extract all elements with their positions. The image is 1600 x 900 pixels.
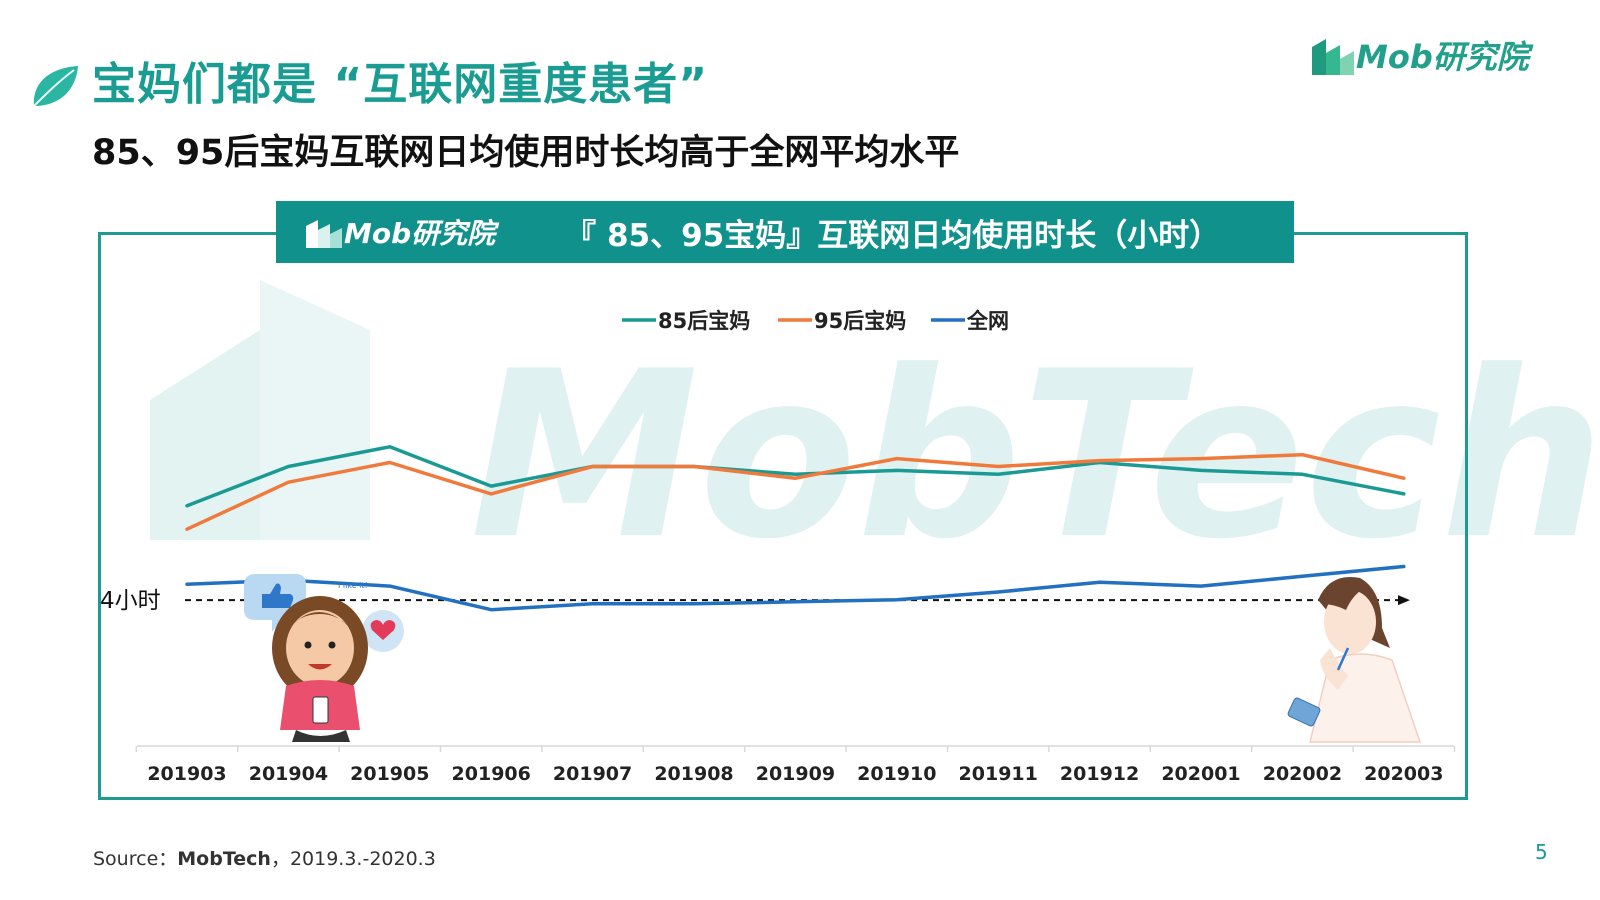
x-tick-label: 201907 (553, 763, 632, 785)
like-icon (262, 594, 270, 608)
watermark-block (260, 280, 370, 540)
girl-eye (328, 641, 336, 649)
girl-fringe (286, 612, 354, 632)
heart-icon (370, 620, 396, 640)
x-tick-label: 201905 (350, 763, 429, 785)
source-suffix: ，2019.3.-2020.3 (270, 848, 436, 870)
mob-logo: Mob研究院 (1310, 30, 1529, 80)
woman-fringe (1322, 586, 1364, 610)
x-tick-label: 202001 (1161, 763, 1240, 785)
legend-label: 95后宝妈 (814, 309, 906, 333)
watermark-text: MobTech (470, 323, 1600, 590)
mob-logo-icon (1312, 39, 1354, 75)
girl-mouth (308, 664, 332, 670)
x-tick-label: 201904 (249, 763, 328, 785)
banner-logo: Mob研究院 (304, 212, 495, 252)
page-number: 5 (1535, 840, 1548, 864)
legend-label: 全网 (966, 309, 1009, 333)
reference-arrow (1398, 595, 1410, 606)
reference-label: 4小时 (100, 588, 161, 614)
girl-skirt (292, 730, 350, 742)
series-line-1 (185, 445, 1406, 508)
source-note: Source：MobTech，2019.3.-2020.3 (93, 844, 436, 871)
leaf-icon (33, 66, 78, 107)
like-icon (270, 583, 294, 608)
woman-toothbrush (1336, 647, 1350, 671)
chart-title: 『 85、95宝妈』互联网日均使用时长（小时） (565, 217, 1221, 254)
x-tick-label: 201912 (1060, 763, 1139, 785)
girl-phone (312, 696, 329, 724)
chart-banner: Mob研究院 『 85、95宝妈』互联网日均使用时长（小时） (276, 201, 1294, 263)
series-line-2 (185, 452, 1406, 531)
source-prefix: Source： (93, 848, 178, 870)
legend-label: 85后宝妈 (658, 309, 750, 333)
series-line-3 (185, 564, 1406, 612)
x-tick-label: 201908 (654, 763, 733, 785)
x-tick-label: 201909 (756, 763, 835, 785)
x-tick-label: 202003 (1364, 763, 1443, 785)
page-subtitle: 85、95后宝妈互联网日均使用时长均高于全网平均水平 (92, 133, 960, 173)
girl-face (286, 610, 354, 686)
page-title: 宝妈们都是 “互联网重度患者” (92, 59, 709, 110)
x-tick-label: 201906 (452, 763, 531, 785)
woman-arm (1320, 648, 1348, 690)
girl-eye (304, 641, 312, 649)
source-name: MobTech (177, 848, 271, 870)
speech-text: I like it! (338, 581, 368, 590)
x-tick-label: 201911 (959, 763, 1038, 785)
x-tick-label: 201903 (147, 763, 226, 785)
x-tick-label: 202002 (1263, 763, 1342, 785)
banner-logo-icon (306, 220, 342, 248)
banner-logo-text: Mob研究院 (344, 217, 496, 250)
watermark-block (150, 330, 260, 540)
woman-phone (1287, 697, 1321, 727)
x-tick-label: 201910 (857, 763, 936, 785)
mob-logo-text: Mob研究院 (1356, 38, 1529, 76)
